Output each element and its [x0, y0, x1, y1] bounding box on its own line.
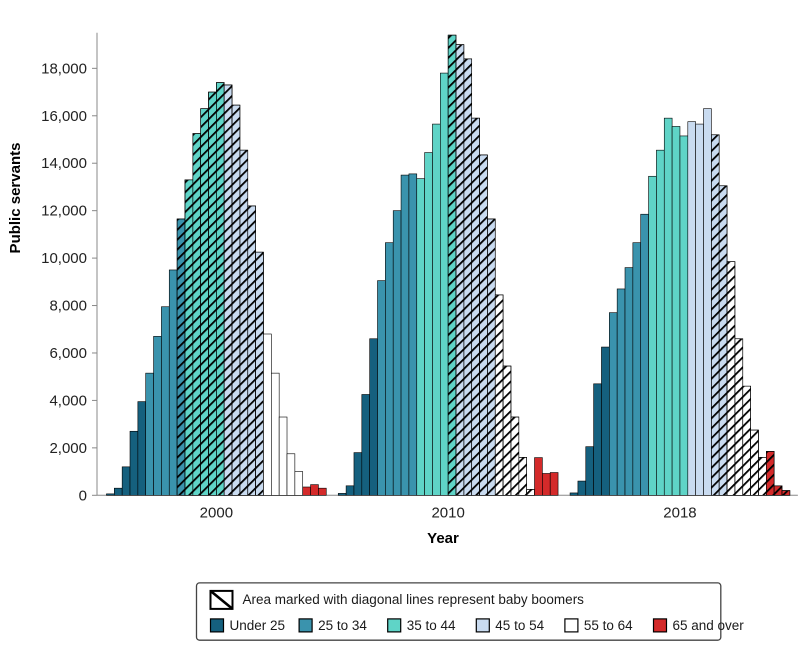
- svg-text:0: 0: [79, 487, 87, 504]
- svg-text:14,000: 14,000: [41, 155, 87, 172]
- svg-text:Under 25: Under 25: [230, 618, 286, 633]
- svg-text:6,000: 6,000: [49, 345, 87, 362]
- svg-text:10,000: 10,000: [41, 250, 87, 267]
- svg-text:2,000: 2,000: [49, 440, 87, 457]
- svg-text:2018: 2018: [663, 504, 696, 521]
- svg-text:65 and over: 65 and over: [673, 618, 745, 633]
- svg-text:Year: Year: [427, 530, 459, 547]
- svg-text:35 to 44: 35 to 44: [407, 618, 456, 633]
- svg-text:Area marked with diagonal line: Area marked with diagonal lines represen…: [243, 592, 585, 607]
- svg-text:45 to 54: 45 to 54: [495, 618, 544, 633]
- svg-text:4,000: 4,000: [49, 392, 87, 409]
- svg-text:55 to 64: 55 to 64: [584, 618, 633, 633]
- svg-text:12,000: 12,000: [41, 203, 87, 220]
- svg-text:25 to 34: 25 to 34: [318, 618, 367, 633]
- svg-text:16,000: 16,000: [41, 108, 87, 125]
- svg-text:18,000: 18,000: [41, 60, 87, 77]
- svg-text:2010: 2010: [431, 504, 464, 521]
- svg-text:8,000: 8,000: [49, 298, 87, 315]
- svg-text:2000: 2000: [200, 504, 233, 521]
- svg-text:Public servants: Public servants: [7, 143, 24, 254]
